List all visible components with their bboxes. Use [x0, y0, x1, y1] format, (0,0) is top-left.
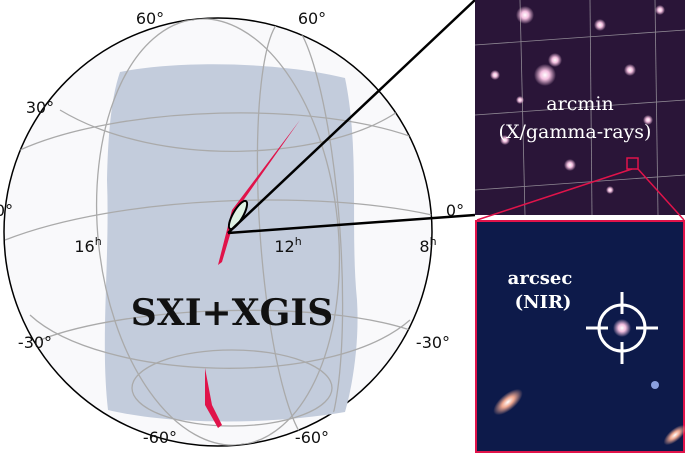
lat-label: 30° — [26, 98, 54, 117]
inset-label: arcsec — [508, 268, 573, 289]
lat-label: 60° — [298, 9, 326, 28]
lat-label: -30° — [416, 333, 450, 352]
ra-label: 16h — [74, 235, 101, 256]
inset-label: (X/gamma-rays) — [499, 121, 652, 143]
inset-arcsec — [475, 220, 685, 453]
sky-globe — [3, 0, 476, 447]
ra-label: 8h — [419, 235, 436, 256]
inset-label: (NIR) — [515, 292, 572, 313]
lat-label: -60° — [295, 428, 329, 447]
coverage-region — [104, 64, 358, 422]
inset-label: arcmin — [546, 93, 613, 115]
lat-label: -60° — [143, 428, 177, 447]
lat-label: -30° — [18, 333, 52, 352]
lat-label: 60° — [136, 9, 164, 28]
ra-label: 12h — [274, 235, 301, 256]
coverage-label: SXI+XGIS — [131, 292, 333, 334]
lat-label: 0° — [446, 201, 464, 220]
lat-label: 0° — [0, 201, 13, 220]
inset-arcmin — [474, 0, 685, 221]
